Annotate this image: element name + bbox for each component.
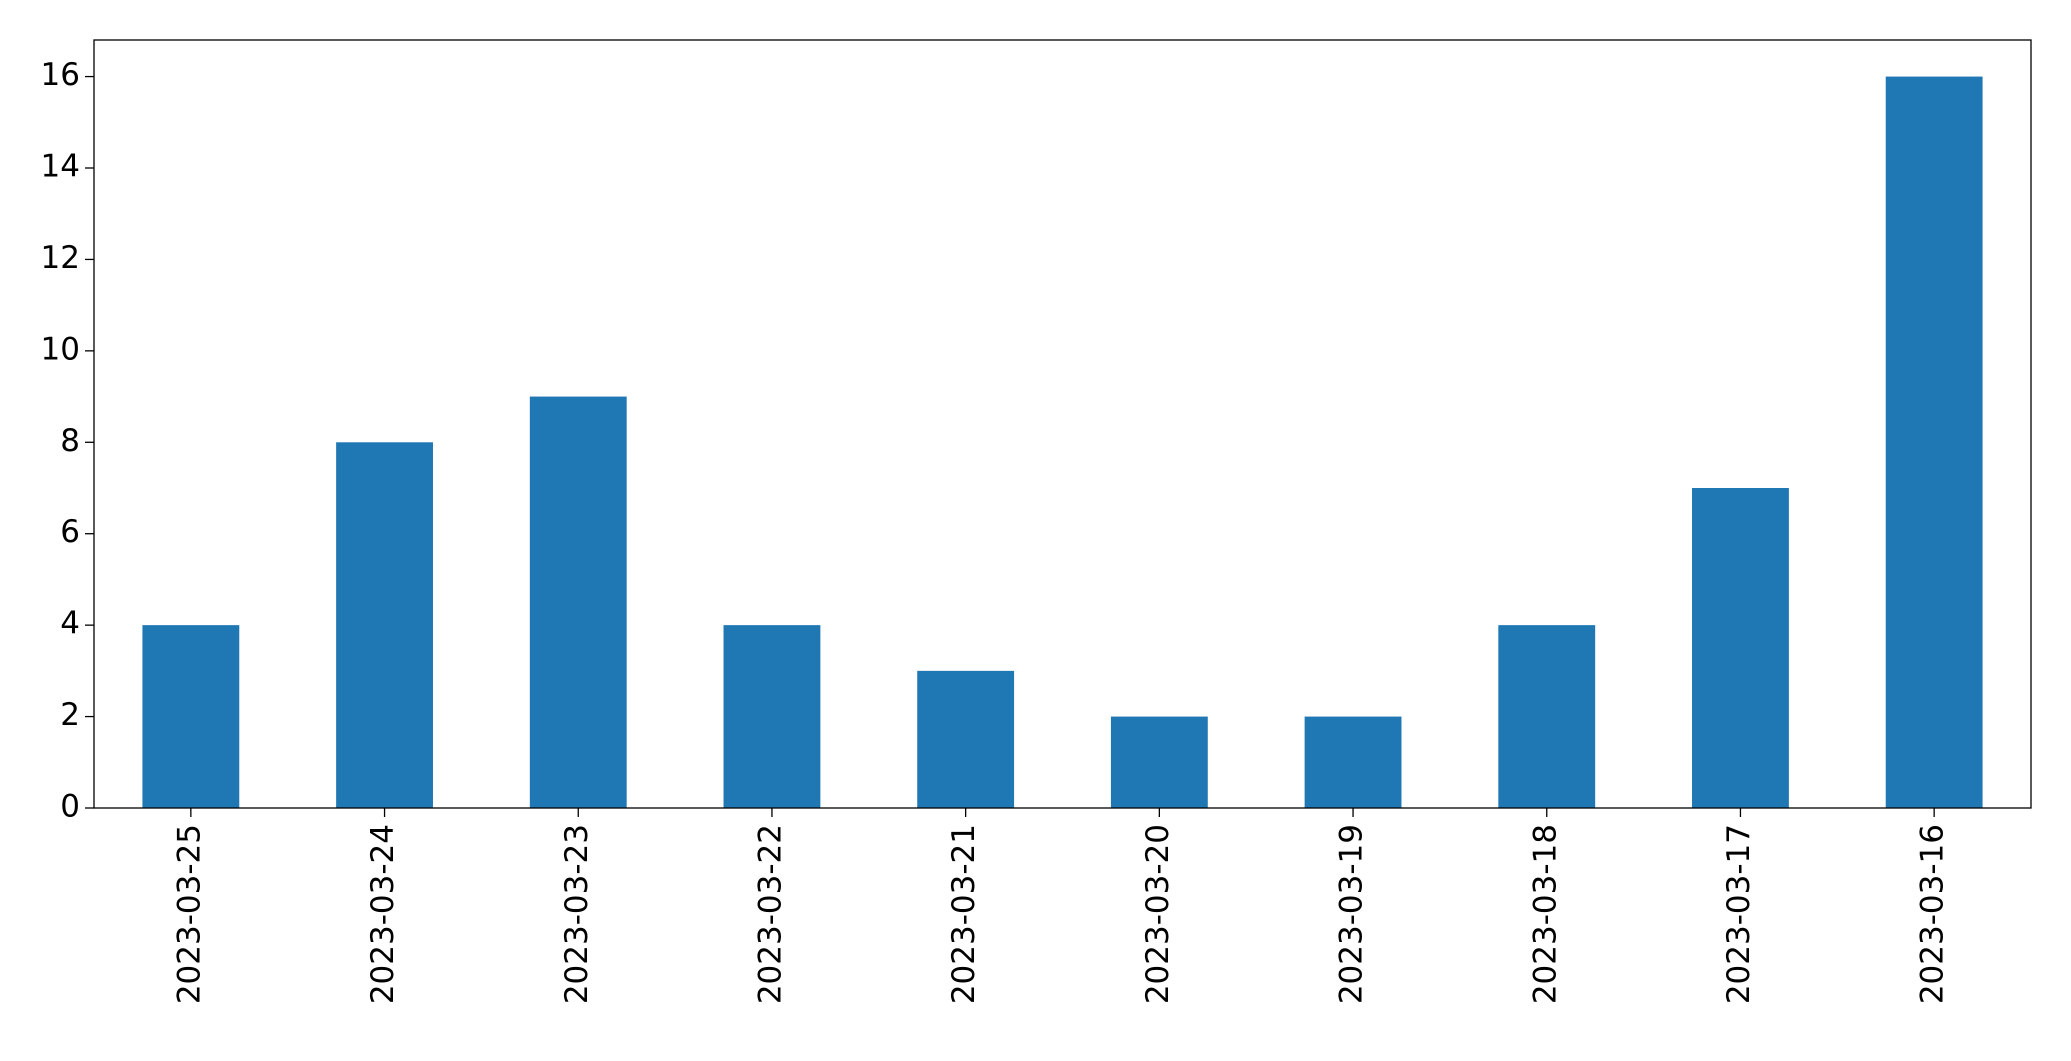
y-tick-label: 8 xyxy=(60,423,80,459)
bar xyxy=(1110,716,1208,808)
bar xyxy=(917,670,1015,808)
bar xyxy=(1692,488,1789,808)
x-tick-label: 2023-03-21 xyxy=(946,824,982,1004)
x-tick-label: 2023-03-25 xyxy=(171,824,207,1004)
x-tick-label: 2023-03-22 xyxy=(752,824,788,1004)
x-tick-label: 2023-03-17 xyxy=(1721,824,1757,1004)
bar xyxy=(723,625,821,808)
bar xyxy=(1304,716,1402,808)
y-tick-label: 12 xyxy=(41,240,80,276)
bar xyxy=(336,442,433,808)
y-tick-label: 10 xyxy=(41,331,80,367)
bar xyxy=(142,625,240,808)
y-tick-label: 6 xyxy=(60,514,80,550)
bar xyxy=(1498,625,1596,808)
x-tick-label: 2023-03-16 xyxy=(1915,824,1951,1004)
bar xyxy=(529,396,627,808)
y-tick-label: 0 xyxy=(60,789,80,825)
y-tick-label: 14 xyxy=(41,149,80,185)
x-tick-label: 2023-03-23 xyxy=(559,824,595,1004)
x-tick-label: 2023-03-19 xyxy=(1334,824,1370,1004)
y-tick-label: 16 xyxy=(41,57,80,93)
x-tick-label: 2023-03-24 xyxy=(365,824,401,1004)
x-tick-label: 2023-03-18 xyxy=(1527,824,1563,1004)
bar xyxy=(1885,76,1983,809)
y-tick-label: 4 xyxy=(60,606,80,642)
x-tick-label: 2023-03-20 xyxy=(1140,824,1176,1004)
y-tick-label: 2 xyxy=(60,697,80,733)
plot-frame xyxy=(93,39,2032,809)
